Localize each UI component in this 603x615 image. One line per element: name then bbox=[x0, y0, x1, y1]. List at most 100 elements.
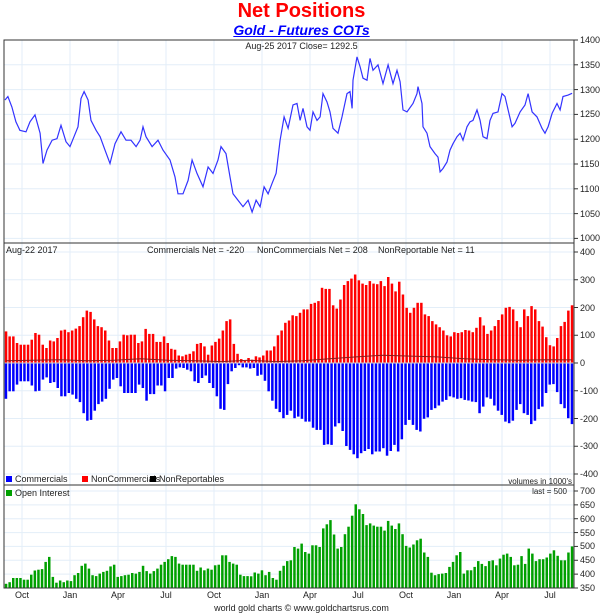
commercials-bar bbox=[49, 363, 52, 383]
x-tick-label: Jul bbox=[544, 590, 556, 600]
open-interest-bar bbox=[286, 561, 289, 588]
commercials-bar bbox=[408, 363, 411, 420]
noncommercials-bar bbox=[115, 348, 118, 363]
commercials-bar bbox=[482, 363, 485, 407]
commercials-bar bbox=[112, 363, 115, 380]
commercials-bar bbox=[419, 363, 422, 432]
commercials-bar bbox=[263, 363, 267, 381]
commercials-bar bbox=[215, 363, 219, 397]
commercials-bar bbox=[67, 363, 71, 393]
legend-noncommercials: NonCommercials bbox=[82, 474, 160, 484]
open-interest-bar bbox=[408, 547, 411, 588]
open-interest-bar bbox=[350, 515, 354, 588]
noncommercials-bar bbox=[416, 302, 419, 363]
noncommercials-bar bbox=[284, 322, 287, 363]
commercials-bar bbox=[123, 363, 126, 393]
commercials-bar bbox=[504, 363, 507, 422]
noncommercials-bar bbox=[295, 316, 298, 363]
commercials-bar bbox=[544, 363, 548, 393]
open-interest-bar bbox=[538, 559, 541, 588]
open-interest-bar bbox=[484, 566, 487, 588]
open-interest-bar bbox=[51, 576, 55, 588]
commercials-bar bbox=[378, 363, 381, 452]
open-interest-bar bbox=[167, 559, 170, 588]
open-interest-bar bbox=[466, 570, 469, 588]
noncommercials-bar bbox=[170, 348, 173, 363]
noncommercials-bar bbox=[144, 328, 147, 363]
open-interest-bar bbox=[455, 555, 458, 588]
open-interest-bar bbox=[224, 555, 228, 588]
open-interest-bar bbox=[145, 571, 148, 588]
open-interest-bar bbox=[318, 547, 321, 588]
open-interest-bar bbox=[37, 569, 40, 588]
open-interest-bar bbox=[332, 534, 336, 588]
open-interest-bar bbox=[368, 523, 372, 588]
legend-label: NonCommercials bbox=[91, 474, 161, 484]
commercials-bar bbox=[237, 363, 241, 366]
noncommercials-bar bbox=[70, 330, 74, 363]
commercials-bar bbox=[511, 363, 515, 421]
noncommercials-bar bbox=[346, 281, 350, 363]
noncommercials-bar bbox=[420, 302, 423, 363]
open-interest-bar bbox=[423, 552, 426, 588]
commercials-bar bbox=[75, 363, 78, 399]
x-tick-label: Jan bbox=[254, 590, 270, 600]
commercials-bar bbox=[341, 363, 344, 431]
commercials-bar bbox=[555, 363, 559, 393]
open-interest-bar bbox=[545, 557, 548, 588]
noncommercials-bar bbox=[434, 324, 438, 363]
commercials-bar bbox=[422, 363, 426, 419]
noncommercials-bar bbox=[335, 308, 338, 363]
open-interest-bar bbox=[264, 575, 267, 588]
x-tick-label: Oct bbox=[14, 590, 29, 600]
x-tick-label: Apr bbox=[302, 590, 317, 600]
commercials-bar bbox=[219, 363, 222, 409]
noncommercials-bar bbox=[523, 309, 526, 363]
noncommercials-bar bbox=[265, 350, 269, 363]
y-tick-label: 1050 bbox=[580, 208, 601, 219]
commercials-bar bbox=[570, 363, 574, 425]
x-tick-label: Jul bbox=[352, 590, 364, 600]
commercials-bar bbox=[463, 363, 466, 400]
noncommercials-bar bbox=[269, 350, 272, 363]
open-interest-bar bbox=[372, 525, 375, 588]
noncommercials-bar bbox=[287, 320, 291, 363]
open-interest-bar bbox=[343, 534, 347, 588]
open-interest-bar bbox=[358, 509, 361, 588]
y-tick-label: 550 bbox=[580, 527, 596, 538]
commercials-bar bbox=[23, 363, 26, 382]
noncommercials-bar bbox=[423, 314, 427, 363]
price-panel-header: Aug-25 2017 Close= 1292.5 bbox=[245, 41, 358, 51]
noncommercials-bar bbox=[199, 343, 202, 363]
commercials-bar bbox=[156, 363, 159, 386]
noncommercials-bar bbox=[177, 355, 180, 363]
open-interest-bar bbox=[228, 561, 231, 588]
noncommercials-bar bbox=[34, 333, 37, 363]
noncommercials-bar bbox=[166, 343, 169, 363]
commercials-bar bbox=[404, 363, 407, 425]
open-interest-bar bbox=[62, 582, 65, 588]
open-interest-bar bbox=[437, 574, 440, 588]
open-interest-bar bbox=[102, 571, 105, 588]
commercials-net: Commercials Net = -220 bbox=[147, 245, 245, 255]
open-interest-bar bbox=[527, 548, 530, 588]
commercials-bar bbox=[193, 363, 196, 382]
commercials-bar bbox=[60, 363, 63, 397]
y-tick-label: -300 bbox=[580, 441, 599, 452]
commercials-bar bbox=[337, 363, 341, 424]
open-interest-bar bbox=[531, 553, 534, 588]
commercials-bar bbox=[126, 363, 130, 393]
commercials-bar bbox=[548, 363, 551, 385]
y-tick-label: 200 bbox=[580, 302, 596, 313]
legend-open-interest: Open Interest bbox=[6, 488, 70, 498]
open-interest-bar bbox=[307, 553, 311, 588]
commercials-bar bbox=[15, 363, 19, 385]
open-interest-bar bbox=[253, 572, 256, 588]
panel-frame bbox=[3, 39, 575, 244]
noncommercials-bar bbox=[273, 346, 276, 363]
commercials-bar bbox=[533, 363, 537, 421]
noncommercials-bar bbox=[48, 340, 52, 363]
noncommercials-bar bbox=[556, 338, 559, 363]
commercials-bar bbox=[119, 363, 122, 387]
